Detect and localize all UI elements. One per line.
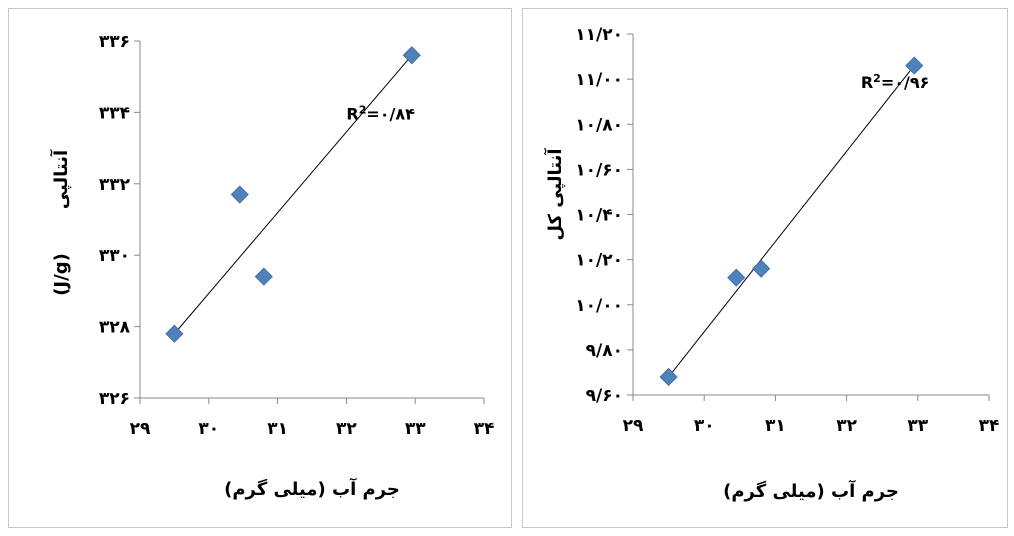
y-tick-label: ۳۳۴ bbox=[99, 103, 130, 123]
x-tick-label: ۳۱ bbox=[765, 416, 786, 436]
total-enthalpy-chart-right-plot: ۹/۶۰ ۹/۸۰ ۱۰/۰۰ ۱۰/۲۰ ۱۰/۴۰ ۱۰/۶۰ ۱۰/۸۰ ۱۱/۰۰ ۱۱… bbox=[543, 25, 1000, 502]
x-axis-title: جرم آب (میلی گرم) bbox=[224, 477, 400, 500]
enthalpy-chart-left-plot: ۳۲۶ ۳۲۸ ۳۳۰ ۳۳۲ ۳۳۴ ۳۳۶ ۲۹ ۳۰ ۳۱ ۳۲ ۳۳ ۳۴ R2=۰/۸۴ جرم… bbox=[49, 32, 495, 500]
x-tick-label: ۲۹ bbox=[623, 416, 644, 436]
x-tick-label: ۳۰ bbox=[198, 419, 219, 439]
y-tick-label: ۱۱/۰۰ bbox=[575, 70, 623, 90]
y-tick-label: ۹/۶۰ bbox=[586, 386, 623, 406]
y-tick-label: ۳۳۲ bbox=[99, 175, 131, 195]
trendline bbox=[668, 65, 915, 378]
y-axis-title: آنتالپی (J/g) bbox=[49, 149, 72, 296]
y-tick-label: ۹/۸۰ bbox=[586, 341, 623, 361]
x-axis-title: جرم آب (میلی گرم) bbox=[723, 479, 899, 502]
x-tick-label: ۳۱ bbox=[267, 419, 288, 439]
y-tick-label: ۱۰/۴۰ bbox=[575, 206, 623, 226]
x-tick-label: ۳۳ bbox=[907, 416, 928, 436]
data-point-diamond bbox=[165, 324, 184, 343]
y-axis-title: آنتالپی کل bbox=[543, 148, 566, 241]
y-axis-title-main: آنتالپی bbox=[49, 149, 72, 209]
y-tick-label: ۱۰/۸۰ bbox=[575, 115, 623, 135]
data-point-diamond bbox=[254, 267, 273, 286]
data-point-diamond bbox=[752, 259, 771, 278]
data-point-diamond bbox=[659, 367, 678, 387]
trendline bbox=[174, 54, 413, 335]
y-tick-label: ۱۰/۶۰ bbox=[575, 160, 623, 180]
y-tick-label: ۳۳۶ bbox=[99, 32, 130, 52]
x-tick-label: ۳۳ bbox=[405, 419, 426, 439]
y-tick-label: ۳۲۶ bbox=[99, 389, 130, 409]
data-point-diamond bbox=[905, 56, 924, 75]
y-tick-label: ۳۳۰ bbox=[99, 246, 130, 266]
y-tick-label: ۱۰/۰۰ bbox=[575, 296, 623, 316]
x-tick-label: ۳۲ bbox=[836, 416, 857, 436]
x-tick-label: ۳۴ bbox=[979, 416, 1000, 436]
x-tick-label: ۳۰ bbox=[694, 416, 715, 436]
y-tick-label: ۳۲۸ bbox=[99, 318, 131, 338]
data-point-diamond bbox=[230, 185, 249, 204]
y-axis-title-unit: (J/g) bbox=[51, 253, 72, 296]
data-point-diamond bbox=[402, 46, 421, 65]
y-tick-label: ۱۱/۲۰ bbox=[575, 25, 623, 45]
enthalpy-chart-left: ۳۲۶ ۳۲۸ ۳۳۰ ۳۳۲ ۳۳۴ ۳۳۶ ۲۹ ۳۰ ۳۱ ۳۲ ۳۳ ۳۴ R2=۰/۸۴ جرم… bbox=[8, 8, 512, 528]
total-enthalpy-chart-right: ۹/۶۰ ۹/۸۰ ۱۰/۰۰ ۱۰/۲۰ ۱۰/۴۰ ۱۰/۶۰ ۱۰/۸۰ ۱۱/۰۰ ۱۱… bbox=[522, 8, 1008, 528]
data-point-diamond bbox=[727, 268, 746, 287]
x-tick-label: ۳۴ bbox=[474, 419, 495, 439]
r-squared-annotation: R2=۰/۹۶ bbox=[861, 72, 930, 92]
r-squared-annotation: R2=۰/۸۴ bbox=[346, 104, 415, 124]
x-tick-label: ۳۲ bbox=[336, 419, 357, 439]
x-tick-label: ۲۹ bbox=[130, 419, 151, 439]
y-tick-label: ۱۰/۲۰ bbox=[575, 251, 623, 271]
